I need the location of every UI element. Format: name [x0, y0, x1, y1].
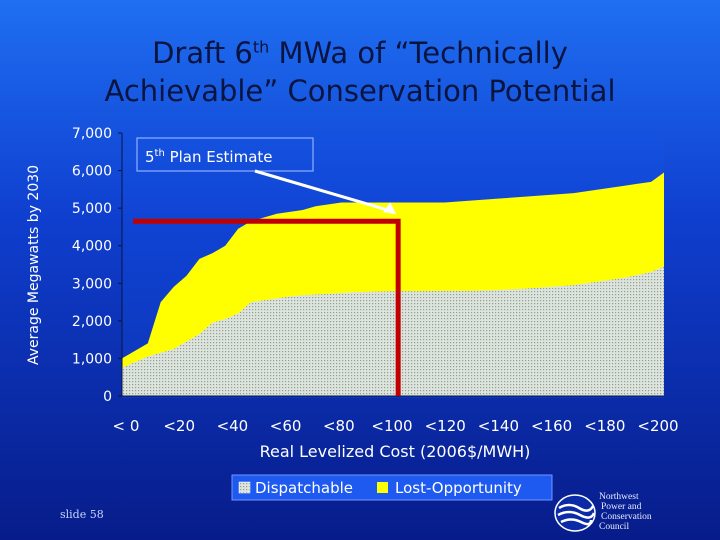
x-axis-label: Real Levelized Cost (2006$/MWH) — [260, 442, 531, 461]
y-tick-label: 6,000 — [72, 164, 112, 180]
title-line-1: Draft 6th MWa of “Technically — [0, 34, 720, 72]
title-text-pre: Draft 6 — [152, 36, 253, 70]
y-tick-label: 2,000 — [72, 314, 112, 330]
x-tick-label: <100 — [371, 417, 412, 435]
y-tick-label: 1,000 — [72, 351, 112, 367]
x-tick-label: <160 — [531, 417, 572, 435]
logo-text-line: Power and — [601, 502, 642, 512]
council-logo-text: Northwest Power and Conservation Council — [599, 492, 652, 532]
x-tick-label: <140 — [478, 417, 519, 435]
x-tick-label: <40 — [217, 417, 249, 435]
logo-text-line: Conservation — [601, 512, 652, 522]
x-tick-label: <180 — [584, 417, 625, 435]
x-tick-label: <80 — [323, 417, 355, 435]
title-text-post: MWa of “Technically — [269, 36, 568, 70]
council-emblem-icon — [554, 494, 596, 532]
x-tick-label: <60 — [270, 417, 302, 435]
x-tick-label: < 0 — [113, 417, 140, 435]
legend-swatch-dispatchable — [238, 481, 251, 494]
dispatchable-area — [122, 266, 664, 396]
y-tick-label: 4,000 — [72, 239, 112, 255]
logo-text-line: Council — [599, 522, 630, 532]
title-line-2: Achievable” Conservation Potential — [104, 74, 616, 108]
legend-label-dispatchable: Dispatchable — [255, 479, 353, 497]
legend-box — [231, 474, 553, 501]
plan-estimate-line — [133, 218, 401, 396]
x-tick-label: <120 — [425, 417, 466, 435]
slide-number: slide 58 — [60, 508, 104, 521]
callout-arrow-line — [254, 169, 393, 213]
slide-title: Draft 6th MWa of “Technically Achievable… — [0, 34, 720, 110]
title-superscript: th — [252, 37, 270, 57]
y-axis-label: Average Megawatts by 2030 — [26, 165, 42, 365]
legend-swatch-lost-opportunity — [377, 482, 388, 493]
callout-arrow-head — [383, 202, 397, 215]
callout-box — [136, 137, 314, 172]
logo-text-line: Northwest — [599, 492, 639, 502]
y-tick-label: 3,000 — [72, 276, 112, 292]
x-tick-label: <200 — [637, 417, 678, 435]
legend-label-lost-opportunity: Lost-Opportunity — [395, 479, 522, 497]
callout-label: 5th Plan Estimate — [145, 148, 273, 166]
y-tick-label: 0 — [103, 389, 112, 405]
council-logo: Northwest Power and Conservation Council — [553, 490, 703, 535]
x-tick-label: <20 — [163, 417, 195, 435]
y-tick-label: 5,000 — [72, 201, 112, 217]
y-tick-label: 7,000 — [72, 126, 112, 142]
